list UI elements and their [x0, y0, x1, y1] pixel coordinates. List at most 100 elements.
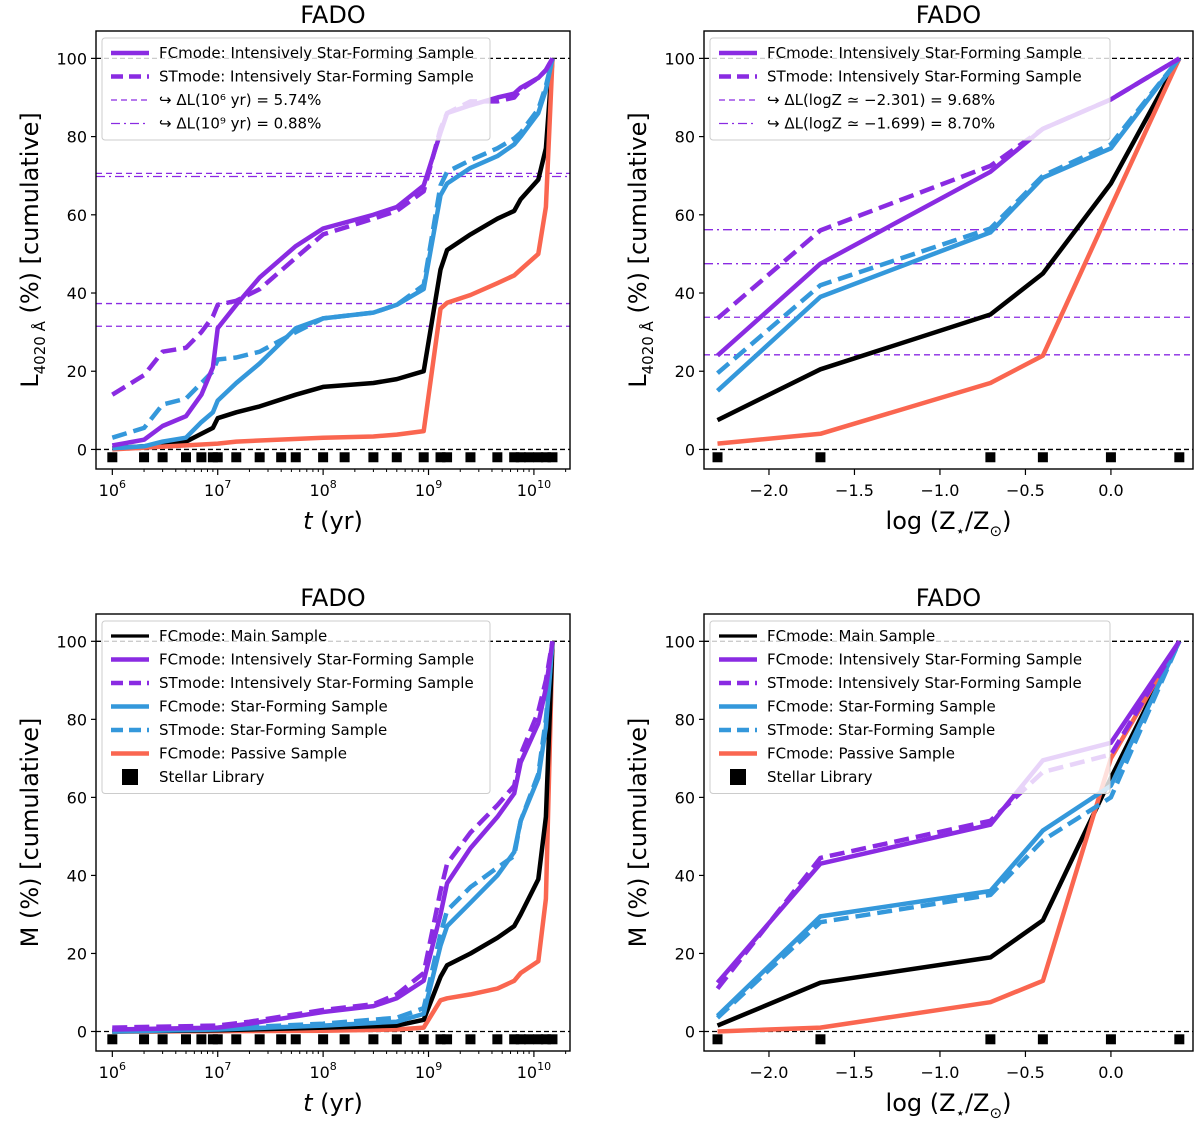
x-tick-label: 0.0 [1098, 481, 1123, 500]
library-marker [712, 1034, 723, 1045]
library-marker [418, 452, 429, 463]
library-marker [1037, 452, 1048, 463]
legend-label: FCmode: Intensively Star-Forming Sample [767, 44, 1082, 62]
legend-label: STmode: Star-Forming Sample [767, 721, 995, 739]
series-line-stmode-star-forming-sample [111, 57, 555, 440]
chart-title: FADO [300, 1, 365, 29]
series-line-fcmode-main-sample [112, 641, 555, 1034]
legend-label: FCmode: Passive Sample [159, 745, 347, 763]
library-marker [180, 1034, 191, 1045]
y-tick-label: 100 [664, 49, 695, 68]
series-line-stmode-star-forming-sample [112, 641, 555, 1034]
series-line-fcmode-star-forming-sample [112, 57, 555, 451]
x-axis-label: t (yr) [303, 507, 363, 535]
library-marker [231, 1034, 242, 1045]
library-marker [435, 1034, 446, 1045]
axes-frame [703, 30, 1194, 470]
y-tick-label: 40 [675, 866, 695, 885]
library-marker [815, 1034, 826, 1045]
x-tick-label: −2.0 [750, 1063, 789, 1082]
chart-title: FADO [300, 584, 365, 612]
legend-label: FCmode: Main Sample [159, 627, 327, 645]
legend-label: FCmode: Star-Forming Sample [159, 698, 388, 716]
series-line-fcmode-main-sample [716, 640, 1182, 1028]
chart-title: FADO [916, 584, 981, 612]
library-marker [1105, 1034, 1116, 1045]
library-marker [107, 1034, 118, 1045]
library-marker [196, 1034, 207, 1045]
x-tick-label: 108 [309, 478, 336, 500]
series-line-fcmode-passive-sample [112, 641, 555, 1034]
x-axis-label: t (yr) [303, 1089, 363, 1117]
y-axis-label: L4020 Å (%) [cumulative] [624, 112, 657, 388]
series-line-fcmode-star-forming-sample [715, 640, 1182, 1018]
y-tick-label: 0 [77, 440, 87, 459]
series-line-stmode-intensively-star-forming-sample [111, 57, 555, 397]
library-marker [533, 1034, 544, 1045]
x-axis-label: log (Z⋆/Z⊙) [886, 1089, 1012, 1122]
legend-label: STmode: Intensively Star-Forming Sample [767, 674, 1082, 692]
x-tick-label: −1.5 [835, 1063, 874, 1082]
y-tick-label: 40 [67, 284, 87, 303]
library-marker [1174, 1034, 1185, 1045]
y-tick-label: 0 [685, 440, 695, 459]
library-marker [985, 452, 996, 463]
x-tick-label: −0.5 [1006, 481, 1045, 500]
library-marker [318, 1034, 329, 1045]
y-tick-label: 60 [67, 206, 87, 225]
library-marker [276, 452, 287, 463]
chart-panel-2: 0 20 40 60 80 100 −2.0 −1.5 −1.0 −0.5 0.0 FADO log (… [624, 1, 1194, 540]
x-tick-label: 107 [204, 478, 231, 500]
library-marker [318, 452, 329, 463]
library-marker [196, 452, 207, 463]
library-marker [180, 452, 191, 463]
series-line-stmode-star-forming-sample [716, 56, 1182, 375]
library-marker [435, 452, 446, 463]
y-tick-label: 80 [675, 128, 695, 147]
legend-label: STmode: Intensively Star-Forming Sample [159, 674, 474, 692]
library-marker [418, 1034, 429, 1045]
legend-label: Stellar Library [159, 768, 265, 786]
plot-area [704, 56, 1193, 463]
chart-panel-3: 0 20 40 60 80 100 106 107 108 109 1010 FADO t (yr) M … [16, 584, 571, 1117]
legend-label: STmode: Intensively Star-Forming Sample [159, 68, 474, 86]
library-marker [290, 1034, 301, 1045]
series-line-fcmode-passive-sample [717, 640, 1182, 1034]
y-tick-label: 60 [675, 206, 695, 225]
library-marker [465, 1034, 476, 1045]
y-tick-label: 20 [675, 362, 695, 381]
library-marker [442, 452, 453, 463]
legend-label: FCmode: Main Sample [767, 627, 935, 645]
library-marker [1105, 452, 1116, 463]
legend: FCmode: Intensively Star-Forming Sample S… [709, 37, 1111, 141]
library-marker [290, 452, 301, 463]
legend-label: ↪ ΔL(10⁶ yr) = 5.74% [159, 91, 321, 109]
legend-label: ↪ ΔL(logZ ≃ −1.699) = 8.70% [767, 115, 995, 133]
x-tick-label: 109 [415, 478, 442, 500]
y-axis-label: M (%) [cumulative] [16, 718, 44, 948]
legend-marker [122, 769, 138, 785]
y-tick-label: 20 [67, 362, 87, 381]
x-tick-label: 106 [99, 1060, 126, 1082]
series-line-fcmode-main-sample [112, 58, 555, 451]
library-marker [254, 452, 265, 463]
y-tick-label: 80 [67, 128, 87, 147]
series-line-fcmode-main-sample [716, 57, 1182, 423]
x-tick-label: 1010 [517, 1060, 551, 1082]
legend-label: FCmode: Passive Sample [767, 745, 955, 763]
library-marker [492, 452, 503, 463]
library-marker [157, 1034, 168, 1045]
legend-box [709, 620, 1111, 794]
y-tick-label: 20 [675, 944, 695, 963]
y-tick-label: 0 [685, 1022, 695, 1041]
y-tick-label: 20 [67, 944, 87, 963]
legend-label: ↪ ΔL(10⁹ yr) = 0.88% [159, 115, 321, 133]
axes-frame [703, 613, 1194, 1052]
library-marker [212, 1034, 223, 1045]
library-marker [368, 452, 379, 463]
library-marker [712, 452, 723, 463]
x-tick-label: −1.5 [835, 481, 874, 500]
legend-label: ↪ ΔL(logZ ≃ −2.301) = 9.68% [767, 91, 995, 109]
series-line-stmode-star-forming-sample [715, 640, 1182, 1020]
